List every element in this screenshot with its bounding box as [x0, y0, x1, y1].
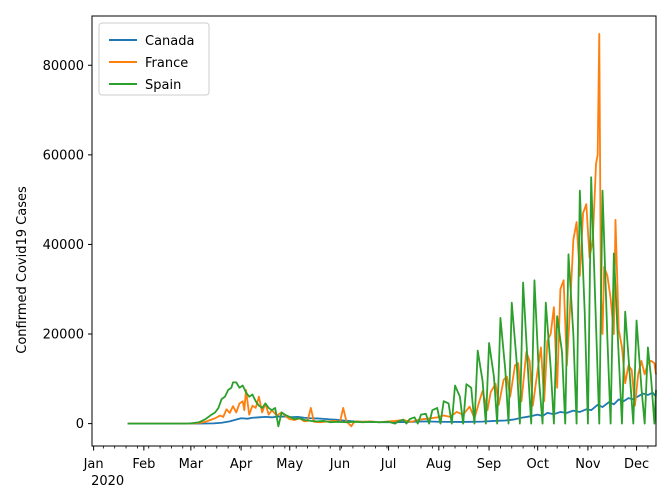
x-tick-label: Jan — [83, 457, 104, 472]
x-tick-label: Mar — [179, 457, 204, 472]
series-line-spain — [127, 176, 657, 428]
x-tick-label: Jul — [380, 457, 397, 472]
x-tick-label: May — [276, 457, 303, 472]
x-tick-label: Jun — [329, 457, 350, 472]
x-tick-label: Dec — [624, 457, 649, 472]
legend: Canada France Spain — [98, 22, 210, 96]
y-axis-title: Confirmed Covid19 Cases — [15, 186, 30, 354]
x-tick-label: Aug — [426, 457, 451, 472]
legend-label-spain: Spain — [145, 78, 181, 93]
series-layer — [127, 33, 657, 428]
y-tick-label: 0 — [76, 417, 84, 432]
x-tick-label: Oct — [526, 457, 548, 472]
x-tick-label: Apr — [230, 457, 253, 472]
legend-label-france: France — [145, 56, 188, 71]
y-tick-label: 80000 — [43, 59, 84, 74]
legend-label-canada: Canada — [145, 34, 194, 49]
plot-frame — [91, 15, 657, 447]
x-tick-label: Feb — [132, 457, 155, 472]
x-tick-label: Nov — [575, 457, 601, 472]
x-tick-label: Sep — [477, 457, 502, 472]
y-tick-label: 40000 — [43, 238, 84, 253]
axes-layer: 0 20000 40000 60000 80000 Jan 2020 Feb Mar Apr May… — [43, 15, 657, 489]
x-tick-sublabel: 2020 — [91, 474, 124, 489]
y-tick-label: 60000 — [43, 148, 84, 163]
series-line-canada — [127, 391, 657, 425]
y-tick-label: 20000 — [43, 328, 84, 343]
